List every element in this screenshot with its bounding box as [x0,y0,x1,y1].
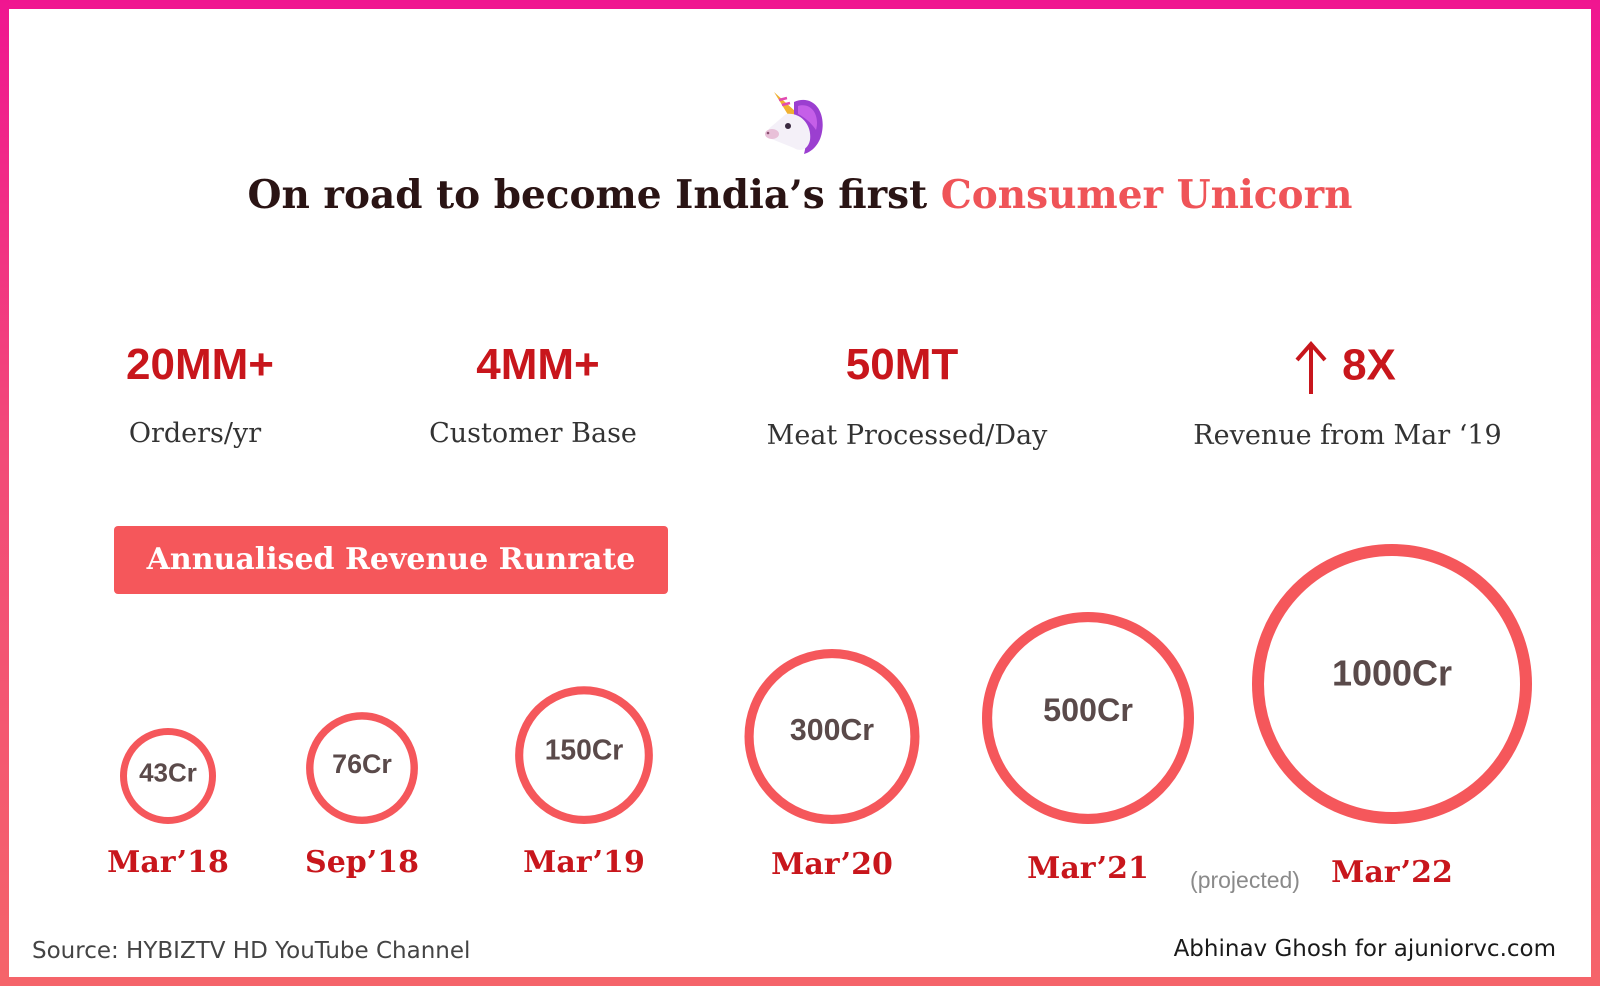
revenue-bubble [744,648,920,825]
projected-annotation: (projected) [1190,867,1300,893]
chart-title-banner: Annualised Revenue Runrate [114,526,668,594]
up-arrow-icon [1295,340,1327,394]
credit-note: Abhinav Ghosh for ajuniorvc.com [1173,936,1556,962]
source-note: Source: HYBIZTV HD YouTube Channel [32,938,471,964]
category-label: Sep’18 [305,845,419,880]
stat-meat-label: Meat Processed/Day [766,420,1048,451]
bubble-value-label: 500Cr [1043,692,1133,728]
title-accent: Consumer Unicorn [940,172,1353,218]
bubble-value-label: 43Cr [139,757,197,787]
bubble-value-label: 300Cr [790,714,874,747]
revenue-bubble [306,712,418,825]
stat-customers-value: 4MM+ [476,340,600,389]
stat-revenue-label: Revenue from Mar ‘19 [1193,420,1502,451]
stat-revenue-growth: 8X [1210,340,1480,396]
bubble-value-label: 1000Cr [1332,652,1452,693]
page-title: On road to become India’s first Consumer… [0,172,1600,218]
category-label: Mar’19 [523,845,645,880]
category-label: Mar’20 [771,847,893,882]
unicorn-icon [765,92,823,154]
stat-orders-value: 20MM+ [126,340,274,389]
stat-meat-value: 50MT [845,340,959,389]
bubble-value-label: 150Cr [545,733,624,765]
revenue-bubble [120,728,216,824]
title-main: On road to become India’s first [247,172,941,218]
stat-customers-label: Customer Base [429,418,637,449]
category-label: Mar’22 [1331,855,1453,890]
revenue-bubble [981,611,1195,824]
stat-orders-label: Orders/yr [128,418,262,449]
bubble-value-label: 76Cr [332,749,392,779]
revenue-bubble [515,686,653,825]
category-label: Mar’18 [107,845,229,880]
category-label: Mar’21 [1027,851,1149,886]
revenue-bubble [1252,544,1532,824]
stat-revenue-value: 8X [1342,340,1396,390]
